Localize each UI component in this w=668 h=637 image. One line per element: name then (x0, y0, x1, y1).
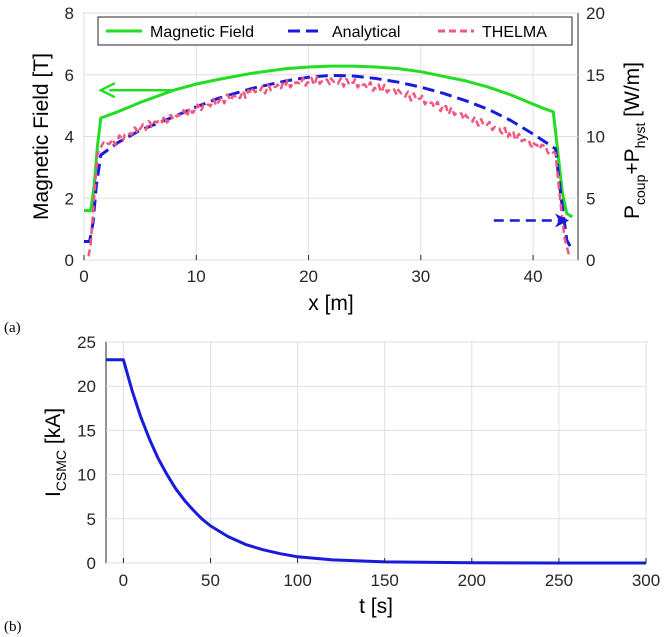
panel-b-chart: 0 50 100 150 200 250 300 0 5 10 15 20 25 t [s] ICSMC… (4, 333, 660, 635)
right-y-label-unit: [W/m] (621, 62, 644, 123)
series-line-current (106, 358, 646, 565)
series-line-analytical (84, 73, 574, 251)
legend-label-thelma: THELMA (482, 24, 547, 41)
panel-a-x-tick-label: 0 (79, 267, 88, 286)
series-line-thelma (87, 75, 571, 257)
panel-b-x-tick-label: 50 (201, 571, 220, 590)
panel-b-y-tick-label: 15 (77, 421, 96, 440)
panel-a-left-y-tick-label: 8 (65, 4, 74, 23)
right-y-label-sub-hyst: hyst (632, 123, 648, 149)
panel-b-gridlines (106, 341, 647, 564)
right-y-label-base: P (621, 205, 644, 219)
panel-b-y-tick-label: 0 (87, 554, 96, 573)
panel-a-right-y-tick-label: 10 (586, 128, 605, 147)
series-line-magnetic-field (84, 64, 574, 219)
panel-a-left-y-tick-label: 2 (65, 189, 74, 208)
panel-a-left-y-tick-label: 6 (65, 66, 74, 85)
y-label-unit: [kA] (42, 408, 65, 450)
panel-b-y-tick-label: 10 (77, 466, 96, 485)
panel-a-right-y-tick-label: 20 (586, 4, 605, 23)
panel-a-tick-labels: 0 10 20 30 40 0 2 4 6 8 0 5 10 15 20 (65, 4, 605, 286)
panel-b-tick-labels: 0 50 100 150 200 250 300 0 5 10 15 20 25 (77, 333, 660, 590)
panel-b-y-tick-label: 20 (77, 377, 96, 396)
panel-a-left-y-tick-label: 4 (65, 128, 74, 147)
panel-b-x-tick-label: 250 (545, 571, 573, 590)
panel-b-x-tick-label: 150 (371, 571, 399, 590)
panel-a-x-tick-label: 40 (524, 267, 543, 286)
panel-a-x-tick-label: 20 (299, 267, 318, 286)
panel-a-annotation-arrows (98, 82, 570, 228)
panel-a-right-y-tick-label: 0 (586, 251, 595, 270)
annotation-arrow-left-head (98, 82, 116, 99)
panel-a-right-y-axis-label: Pcoup+Physt [W/m] (621, 62, 648, 219)
panel-b-x-tick-label: 100 (283, 571, 311, 590)
panel-b-series-group (106, 358, 646, 565)
panel-b-tag: (b) (4, 619, 22, 635)
panel-a-x-tick-label: 30 (411, 267, 430, 286)
panel-a-left-y-axis-label: Magnetic Field [T] (30, 53, 53, 220)
panel-a-chart: 0 10 20 30 40 0 2 4 6 8 0 5 10 15 20 Magnetic Field Ana… (4, 4, 648, 336)
legend-label-analytical: Analytical (332, 24, 400, 41)
panel-a-legend: Magnetic Field Analytical THELMA (97, 16, 573, 46)
panel-a-tag: (a) (4, 320, 21, 336)
panel-a-x-axis-label: x [m] (308, 292, 354, 315)
right-y-label-plus: +P (621, 148, 644, 174)
right-y-label-sub-coup: coup (632, 174, 648, 205)
y-label-sub: CSMC (53, 450, 69, 491)
panel-b-x-tick-label: 300 (632, 571, 660, 590)
legend-label-magnetic-field: Magnetic Field (150, 24, 254, 41)
panel-a-right-y-tick-label: 15 (586, 66, 605, 85)
panel-a-gridlines (83, 12, 578, 261)
panel-a-series-group (84, 64, 574, 257)
panel-b-y-tick-label: 25 (77, 333, 96, 352)
panel-a-legend-box (97, 16, 573, 46)
y-label-base: I (42, 491, 65, 497)
annotation-arrow-right-head (555, 213, 570, 228)
panel-b-x-axis-label: t [s] (359, 595, 393, 618)
panel-a-right-y-tick-label: 5 (586, 189, 595, 208)
panel-a-left-y-tick-label: 0 (65, 251, 74, 270)
panel-a-x-tick-label: 10 (187, 267, 206, 286)
panel-b-x-tick-label: 200 (458, 571, 486, 590)
panel-b-y-axis-label: ICSMC [kA] (42, 408, 69, 497)
panel-b-x-tick-label: 0 (119, 571, 128, 590)
panel-b-y-tick-label: 5 (87, 510, 96, 529)
panel-b-plot-area (105, 341, 647, 564)
